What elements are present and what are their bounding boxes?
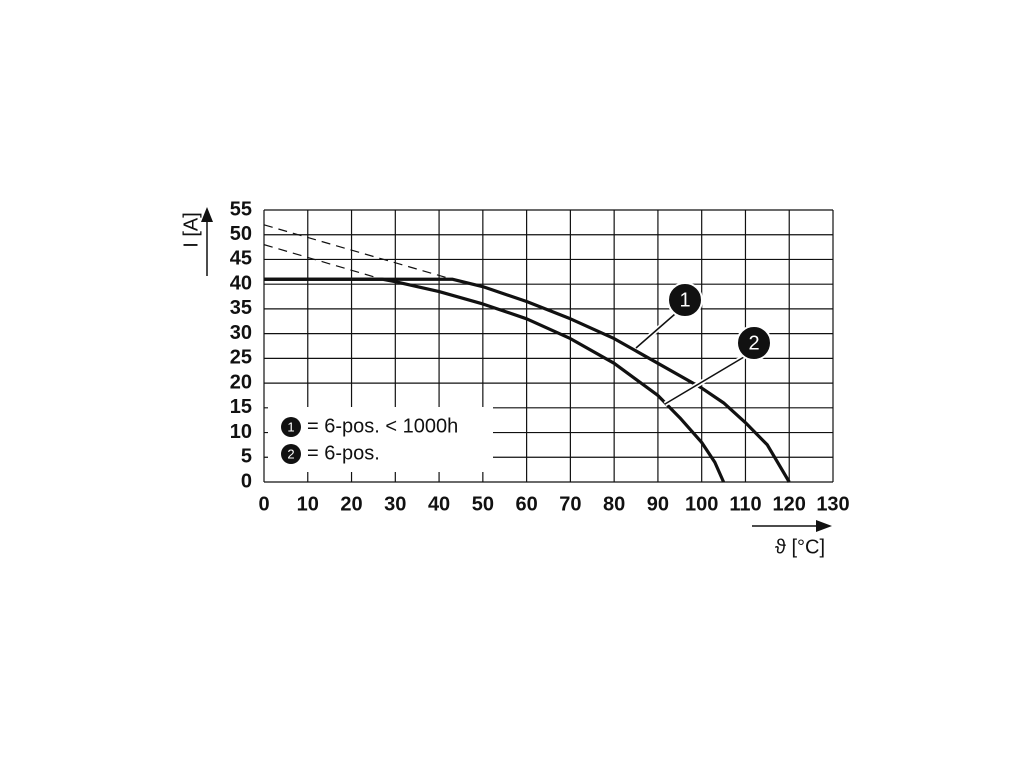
x-tick-label: 50 (472, 493, 494, 515)
x-axis-label: ϑ [°C] (775, 536, 825, 558)
x-tick-label: 120 (773, 493, 806, 515)
legend-box (268, 407, 493, 472)
y-tick-label: 15 (230, 396, 252, 418)
legend-badge (281, 444, 301, 464)
series-line (264, 277, 791, 483)
x-tick-label: 0 (258, 493, 269, 515)
x-tick-label: 60 (515, 493, 537, 515)
x-tick-label: 130 (816, 493, 849, 515)
y-axis-label: I [A] (180, 212, 202, 248)
x-tick-label: 70 (559, 493, 581, 515)
series-line (264, 277, 726, 483)
x-arrow-head (816, 520, 832, 532)
extension-line (263, 244, 383, 280)
callout-label: 1 (679, 289, 690, 311)
callout-leader (664, 356, 745, 405)
extension-line (263, 224, 453, 280)
callout-badge (736, 325, 772, 361)
y-tick-label: 55 (230, 198, 252, 220)
y-tick-label: 5 (241, 446, 252, 468)
x-tick-label: 110 (729, 493, 761, 515)
y-arrow-head (201, 207, 213, 222)
legend-badge-label: 1 (287, 419, 294, 434)
x-tick-label: 90 (647, 493, 669, 515)
x-tick-label: 100 (685, 493, 718, 515)
callout-badge (667, 282, 703, 318)
y-tick-label: 35 (230, 297, 252, 319)
legend-badge (281, 417, 301, 437)
y-tick-label: 40 (230, 272, 252, 294)
legend-label: = 6-pos. < 1000h (307, 415, 458, 437)
legend-label: = 6-pos. (307, 442, 380, 464)
legend-badge-label: 2 (287, 446, 294, 461)
callout-label: 2 (748, 332, 759, 354)
y-tick-label: 25 (230, 347, 252, 369)
x-tick-label: 80 (603, 493, 625, 515)
x-tick-label: 40 (428, 493, 450, 515)
y-tick-label: 50 (230, 223, 252, 245)
x-tick-label: 10 (297, 493, 319, 515)
x-tick-label: 30 (384, 493, 406, 515)
y-tick-label: 30 (230, 322, 252, 344)
x-tick-label: 20 (340, 493, 362, 515)
y-tick-label: 20 (230, 371, 252, 393)
y-tick-label: 10 (230, 421, 252, 443)
y-tick-label: 45 (230, 248, 252, 270)
callout-leader (635, 313, 676, 349)
y-tick-label: 0 (241, 470, 252, 492)
